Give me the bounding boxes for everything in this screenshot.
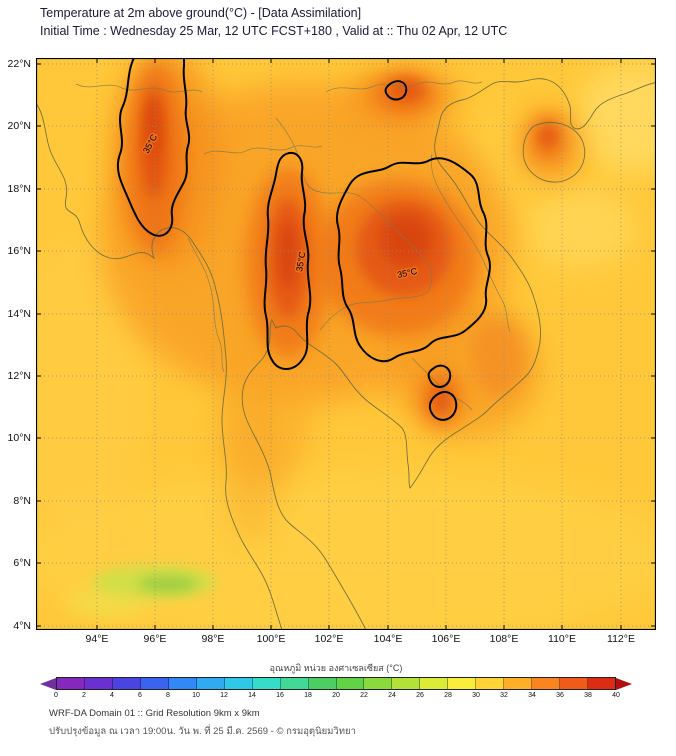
lon-tick-label: 100°E: [256, 633, 286, 645]
colorbar-title: อุณหภูมิ หน่วย องศาเซลเซียส (°C): [269, 663, 403, 673]
colorbar-tick-label: 24: [388, 692, 396, 699]
lat-tick-label: 16°N: [7, 245, 31, 257]
colorbar-tick-label: 32: [500, 692, 508, 699]
colorbar-tick-label: 38: [584, 692, 592, 699]
colorbar-segment: [84, 678, 113, 689]
map-frame: [36, 58, 656, 630]
colorbar-segment: [57, 678, 85, 689]
lon-tick-label: 102°E: [314, 633, 344, 645]
longitude-axis: 94°E 96°E 98°E 100°E 102°E 104°E 106°E 108°E 110…: [36, 633, 656, 647]
colorbar-segment: [560, 678, 589, 689]
colorbar-segment: [224, 678, 253, 689]
colorbar-segment: [168, 678, 197, 689]
colorbar-segment: [336, 678, 365, 689]
colorbar-segment: [140, 678, 169, 689]
lat-tick-label: 10°N: [7, 432, 31, 444]
colorbar-tick-label: 18: [304, 692, 312, 699]
lon-tick-label: 112°E: [607, 633, 635, 645]
colorbar-tick-label: 8: [166, 692, 170, 699]
grid-lines: [36, 58, 656, 630]
lat-tick-label: 14°N: [7, 308, 31, 320]
colorbar-segment: [252, 678, 281, 689]
colorbar-segment: [112, 678, 141, 689]
lon-tick-label: 98°E: [201, 633, 225, 645]
lat-tick-label: 12°N: [7, 370, 31, 382]
lat-tick-label: 6°N: [13, 557, 31, 569]
colorbar-tick-labels: 0 2 4 6 8 10 12 14 16 18 20 22 24 26 28 30 32 34 36 38 40: [54, 692, 620, 702]
colorbar-segment: [392, 678, 421, 689]
colorbar-tick-label: 4: [110, 692, 114, 699]
coastlines: [36, 78, 656, 630]
colorbar-segment: [364, 678, 393, 689]
colorbar-tick-label: 16: [276, 692, 284, 699]
colorbar-overflow-arrow: [616, 677, 632, 690]
colorbar-segment: [476, 678, 505, 689]
latitude-axis: 22°N 20°N 18°N 16°N 14°N 12°N 10°N 8°N 6°N 4°N: [0, 58, 33, 632]
temperature-field: [36, 58, 656, 630]
colorbar-segment: [448, 678, 477, 689]
colorbar-tick-label: 34: [528, 692, 536, 699]
colorbar-segment: [196, 678, 225, 689]
map-subtitle: Initial Time : Wednesday 25 Mar, 12 UTC …: [40, 24, 508, 38]
lat-tick-label: 18°N: [7, 183, 31, 195]
domain-info: WRF-DA Domain 01 :: Grid Resolution 9km …: [49, 708, 260, 719]
lat-tick-label: 4°N: [13, 620, 31, 632]
colorbar-tick-label: 30: [472, 692, 480, 699]
colorbar-tick-label: 36: [556, 692, 564, 699]
colorbar-tick-label: 6: [138, 692, 142, 699]
colorbar-tick-label: 22: [360, 692, 368, 699]
colorbar-tick-label: 0: [54, 692, 58, 699]
colorbar-segment: [280, 678, 309, 689]
temperature-contours: [116, 58, 491, 421]
temperature-map-svg: 35°C 35°C 35°C: [36, 58, 656, 630]
colorbar-tick-label: 14: [248, 692, 256, 699]
colorbar-segment: [504, 678, 533, 689]
country-borders: [75, 80, 511, 411]
colorbar-segment: [532, 678, 561, 689]
map-title: Temperature at 2m above ground(°C) - [Da…: [40, 6, 362, 20]
colorbar-underflow-arrow: [40, 677, 56, 690]
colorbar-tick-label: 10: [192, 692, 200, 699]
lon-tick-label: 106°E: [431, 633, 461, 645]
lat-tick-label: 22°N: [7, 58, 31, 70]
colorbar-tick-label: 28: [444, 692, 452, 699]
colorbar-segments: [56, 677, 616, 690]
lon-tick-label: 108°E: [489, 633, 519, 645]
lon-tick-label: 96°E: [143, 633, 167, 645]
colorbar-segment: [308, 678, 337, 689]
lat-tick-label: 20°N: [7, 120, 31, 132]
colorbar-segment: [420, 678, 449, 689]
colorbar-tick-label: 2: [82, 692, 86, 699]
lon-tick-label: 110°E: [548, 633, 576, 645]
lon-tick-label: 104°E: [373, 633, 403, 645]
colorbar-tick-label: 12: [220, 692, 228, 699]
colorbar-tick-label: 26: [416, 692, 424, 699]
colorbar-segment: [588, 678, 616, 689]
lat-tick-label: 8°N: [13, 495, 31, 507]
update-info: ปรับปรุงข้อมูล ณ เวลา 19:00น. วัน พ. ที่…: [49, 726, 356, 737]
lon-tick-label: 94°E: [85, 633, 109, 645]
colorbar: [40, 677, 632, 690]
colorbar-tick-label: 40: [612, 692, 620, 699]
map-plot-area: 35°C 35°C 35°C: [36, 58, 656, 630]
colorbar-tick-label: 20: [332, 692, 340, 699]
